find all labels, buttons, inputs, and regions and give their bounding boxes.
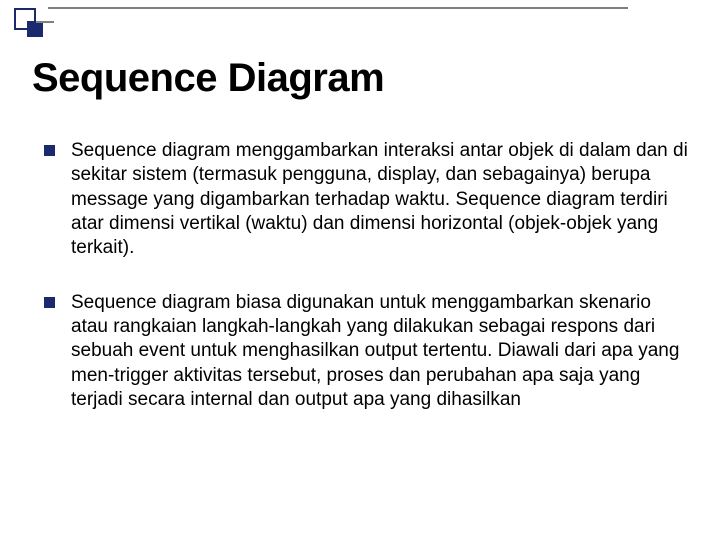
bullet-square-icon bbox=[44, 145, 55, 156]
bullet-list: Sequence diagram menggambarkan interaksi… bbox=[32, 139, 688, 412]
slide-title: Sequence Diagram bbox=[32, 56, 688, 101]
divider-line bbox=[48, 7, 628, 9]
divider-line-short bbox=[36, 21, 54, 23]
slide-content: Sequence Diagram Sequence diagram mengga… bbox=[32, 56, 688, 442]
square-solid-icon bbox=[27, 21, 43, 37]
bullet-text: Sequence diagram menggambarkan interaksi… bbox=[71, 139, 688, 261]
bullet-text: Sequence diagram biasa digunakan untuk m… bbox=[71, 291, 688, 413]
bullet-square-icon bbox=[44, 297, 55, 308]
list-item: Sequence diagram menggambarkan interaksi… bbox=[44, 139, 688, 261]
list-item: Sequence diagram biasa digunakan untuk m… bbox=[44, 291, 688, 413]
